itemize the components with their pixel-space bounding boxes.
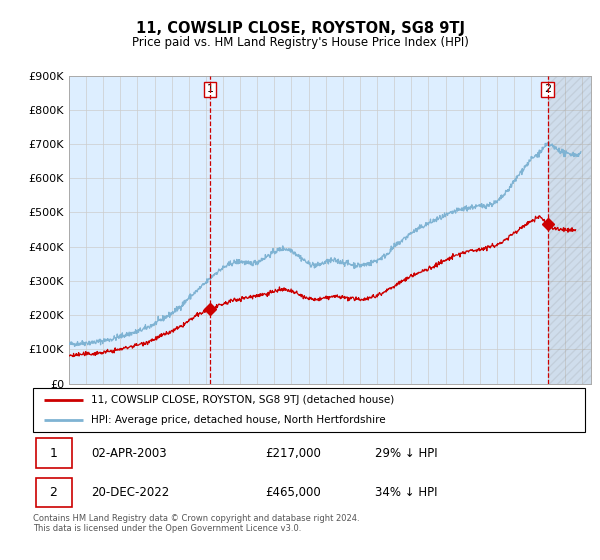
Text: 02-APR-2003: 02-APR-2003: [91, 446, 167, 460]
Text: £465,000: £465,000: [265, 486, 320, 499]
Text: 1: 1: [49, 446, 58, 460]
Text: 2: 2: [544, 85, 551, 95]
Bar: [36, 438, 71, 468]
Text: 20-DEC-2022: 20-DEC-2022: [91, 486, 169, 499]
Text: Contains HM Land Registry data © Crown copyright and database right 2024.
This d: Contains HM Land Registry data © Crown c…: [33, 514, 359, 534]
Text: Price paid vs. HM Land Registry's House Price Index (HPI): Price paid vs. HM Land Registry's House …: [131, 36, 469, 49]
Text: 2: 2: [49, 486, 58, 499]
Text: HPI: Average price, detached house, North Hertfordshire: HPI: Average price, detached house, Nort…: [91, 415, 386, 425]
Text: 29% ↓ HPI: 29% ↓ HPI: [375, 446, 438, 460]
Text: 34% ↓ HPI: 34% ↓ HPI: [375, 486, 438, 499]
Text: 11, COWSLIP CLOSE, ROYSTON, SG8 9TJ: 11, COWSLIP CLOSE, ROYSTON, SG8 9TJ: [136, 21, 464, 36]
Text: 11, COWSLIP CLOSE, ROYSTON, SG8 9TJ (detached house): 11, COWSLIP CLOSE, ROYSTON, SG8 9TJ (det…: [91, 395, 394, 405]
Text: 1: 1: [206, 85, 214, 95]
Bar: [36, 478, 71, 507]
Bar: [548, 76, 591, 384]
Text: £217,000: £217,000: [265, 446, 321, 460]
